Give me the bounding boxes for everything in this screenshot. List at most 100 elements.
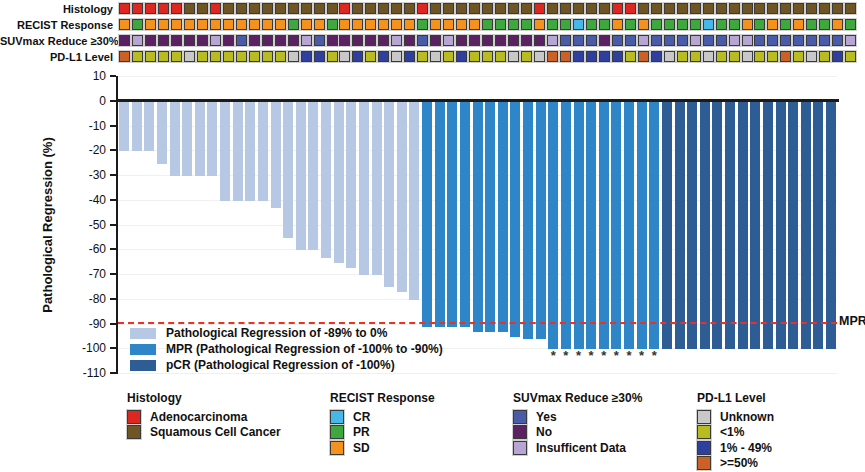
track-cell (288, 3, 299, 14)
bar (170, 102, 180, 176)
track-cell (275, 19, 286, 30)
track-cell (651, 35, 662, 46)
track-cell (638, 51, 649, 62)
track-cell (806, 19, 817, 30)
track-cell (845, 51, 856, 62)
track-cell (806, 35, 817, 46)
legend-item-label: SD (353, 441, 370, 455)
track-cell (314, 19, 325, 30)
legend-item: Insufficent Data (513, 440, 642, 456)
track-cell (417, 35, 428, 46)
bar (536, 102, 546, 339)
legend-item-label: Unknown (720, 410, 774, 424)
track-cell (819, 35, 830, 46)
track-cell (171, 51, 182, 62)
track-cell (456, 51, 467, 62)
track-cell (819, 51, 830, 62)
track-cell (664, 51, 675, 62)
track-cell (534, 3, 545, 14)
y-tick-label: -70 (70, 267, 106, 281)
y-tick-mark (110, 372, 116, 374)
legend-item-label: Insufficent Data (536, 441, 626, 455)
track-cell (301, 51, 312, 62)
legend-swatch (513, 410, 527, 424)
legend-item-label: >=50% (720, 456, 758, 470)
track-cell (767, 35, 778, 46)
track-cell (534, 35, 545, 46)
bar (788, 102, 798, 349)
bar (245, 102, 255, 201)
bar (750, 102, 760, 349)
track-cell (378, 19, 389, 30)
track-cell (729, 19, 740, 30)
y-tick-mark (110, 199, 116, 201)
track-cell (443, 51, 454, 62)
track-squares (119, 19, 857, 30)
track-cell (793, 19, 804, 30)
bar (359, 102, 369, 275)
track-cell (132, 51, 143, 62)
bar: * (624, 102, 634, 349)
track-cell (547, 19, 558, 30)
bar (308, 102, 318, 250)
track-cell (754, 51, 765, 62)
track-squares (119, 3, 857, 14)
y-tick-label: 10 (70, 69, 106, 83)
track-cell (793, 51, 804, 62)
track-squares (119, 35, 857, 46)
legend-swatch (330, 425, 344, 439)
bar: * (611, 102, 621, 349)
legend-item: <1% (697, 425, 774, 441)
track-cell (184, 3, 195, 14)
y-tick-label: -50 (70, 218, 106, 232)
bar (510, 102, 520, 337)
track-cell (262, 51, 273, 62)
track-cell (767, 3, 778, 14)
track-cell (716, 3, 727, 14)
bar (700, 102, 710, 349)
gridline (118, 76, 837, 77)
track-cell (119, 3, 130, 14)
plot-legend-swatch (130, 344, 156, 355)
plot-legend-item: MPR (Pathological Regression of -100% to… (130, 341, 443, 357)
bar (334, 102, 344, 263)
legend-group-title: PD-L1 Level (697, 391, 774, 405)
track-cell (469, 51, 480, 62)
track-cell (327, 19, 338, 30)
track-cell (482, 35, 493, 46)
track-cell (223, 19, 234, 30)
track-cell (469, 3, 480, 14)
track-cell (780, 3, 791, 14)
track-cell (327, 3, 338, 14)
mpr-reference-line (118, 322, 837, 324)
track-cell (638, 35, 649, 46)
track-cell (262, 35, 273, 46)
y-tick-label: -20 (70, 143, 106, 157)
track-cell (352, 19, 363, 30)
y-tick-label: -60 (70, 242, 106, 256)
track-cell (832, 35, 843, 46)
asterisk-marker: * (614, 349, 619, 361)
track-cell (482, 19, 493, 30)
track-cell (664, 3, 675, 14)
legend-item: CR (330, 409, 435, 425)
track-cell (469, 19, 480, 30)
track-cell (249, 3, 260, 14)
asterisk-marker: * (589, 349, 594, 361)
bar: * (599, 102, 609, 349)
track-cell (508, 19, 519, 30)
bar (498, 102, 508, 332)
track-cell (275, 35, 286, 46)
track-cell (547, 51, 558, 62)
bar (271, 102, 281, 208)
track-cell (210, 19, 221, 30)
plot-legend-swatch (130, 328, 156, 339)
y-tick-label: -80 (70, 292, 106, 306)
bar (207, 102, 217, 176)
track-cell (339, 3, 350, 14)
track-cell (495, 3, 506, 14)
track-cell (236, 19, 247, 30)
y-tick-mark (110, 273, 116, 275)
track-cell (845, 19, 856, 30)
track-cell (832, 19, 843, 30)
